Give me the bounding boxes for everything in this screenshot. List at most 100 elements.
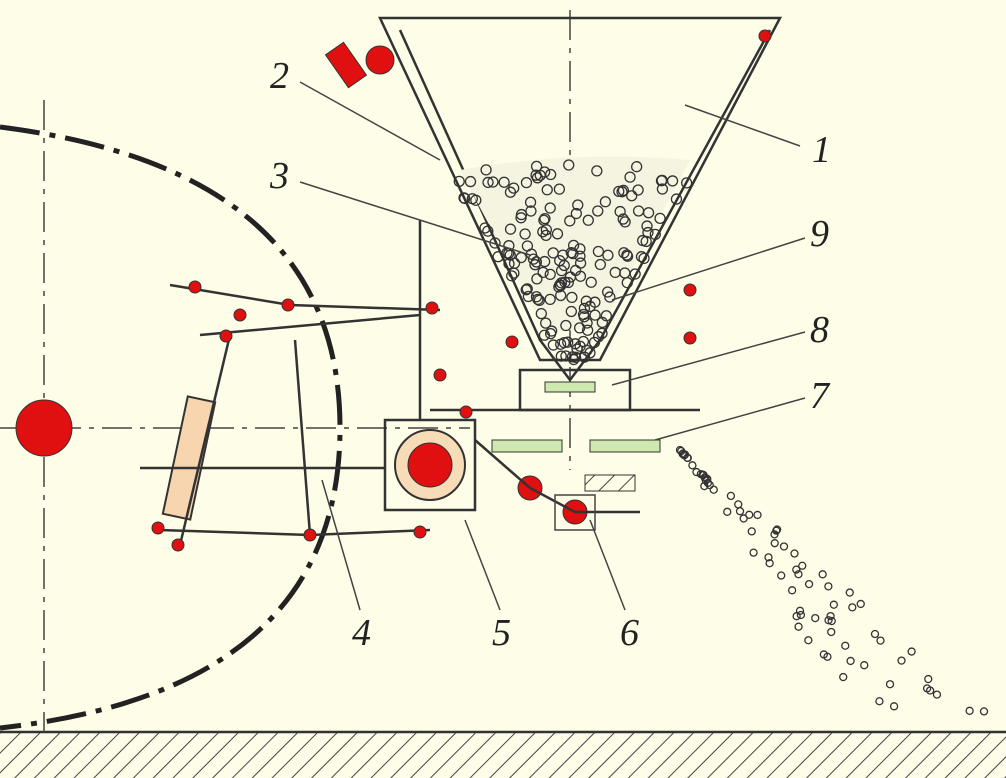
seed [594,258,606,271]
seed [459,192,471,205]
seed [632,184,644,196]
seed [922,684,932,693]
seed [521,283,533,295]
ground-hatch [0,732,1006,778]
seed [596,316,608,329]
seed [823,652,832,661]
seed [573,322,586,334]
seed [482,176,494,189]
seed [618,247,630,259]
seed [558,337,570,349]
seed [537,226,549,238]
seed [553,183,566,195]
leader-line [321,479,361,611]
seed [678,449,687,458]
joint [365,45,395,75]
label: 2 [270,55,289,97]
seed [804,579,814,589]
joint [758,29,772,43]
seed [735,507,745,516]
seed [560,319,572,332]
label: 3 [269,155,289,197]
label: 4 [352,612,371,654]
seed [578,302,591,315]
seed [632,205,645,217]
joint [459,405,473,419]
seed [619,216,631,228]
seed [547,247,559,259]
seed [566,291,578,304]
seed [824,582,833,591]
seed [466,193,478,205]
seed [520,177,533,189]
seed [846,656,855,666]
seed [487,176,499,188]
seed [564,215,576,227]
seed [592,331,605,343]
seed [772,525,782,534]
seed [589,309,601,321]
seed [856,599,865,609]
joint [433,368,447,382]
seed [588,336,601,349]
seed [811,613,820,623]
seed [551,228,564,240]
gear-hub [407,442,453,488]
seed [621,277,633,289]
seed [631,161,643,173]
seed [787,586,797,595]
seed [770,539,779,548]
hopper-inner [398,29,772,383]
joint [151,521,165,535]
seed [555,289,567,302]
seed [764,553,773,562]
seed [539,212,551,225]
seed [570,207,582,220]
seed [804,636,813,645]
seed [848,603,857,612]
joint [219,329,233,343]
seed [538,255,551,268]
rod [178,334,232,546]
seed [818,570,827,579]
joint [303,528,317,542]
joint [233,308,247,322]
seed [897,656,906,665]
seed [503,240,515,252]
seed [626,190,638,202]
seed [777,571,786,580]
seed [515,208,528,221]
leader-line [464,519,501,611]
label: 7 [810,375,831,417]
leader-line [684,104,801,147]
joints [151,280,697,552]
seed [567,239,580,252]
seed [638,252,650,265]
label: 8 [810,309,829,351]
seed [749,548,758,557]
seed [885,680,895,689]
seed [569,351,582,363]
seed [965,706,974,715]
seed [572,199,584,211]
gear-box [383,418,477,512]
seed [541,184,553,196]
seed [530,291,543,303]
seed [596,327,608,339]
seed [726,491,736,501]
seed [723,507,732,516]
lever [199,313,421,337]
seed [506,270,518,282]
seed [525,205,537,217]
seed [604,291,616,303]
seed [585,276,597,288]
seed [745,510,754,519]
seed [527,253,540,265]
seed [614,205,626,218]
plate [491,439,563,453]
leader-line [611,331,806,386]
joint [425,301,439,315]
seed [860,661,869,670]
seed [591,165,603,177]
label: 6 [620,612,639,654]
